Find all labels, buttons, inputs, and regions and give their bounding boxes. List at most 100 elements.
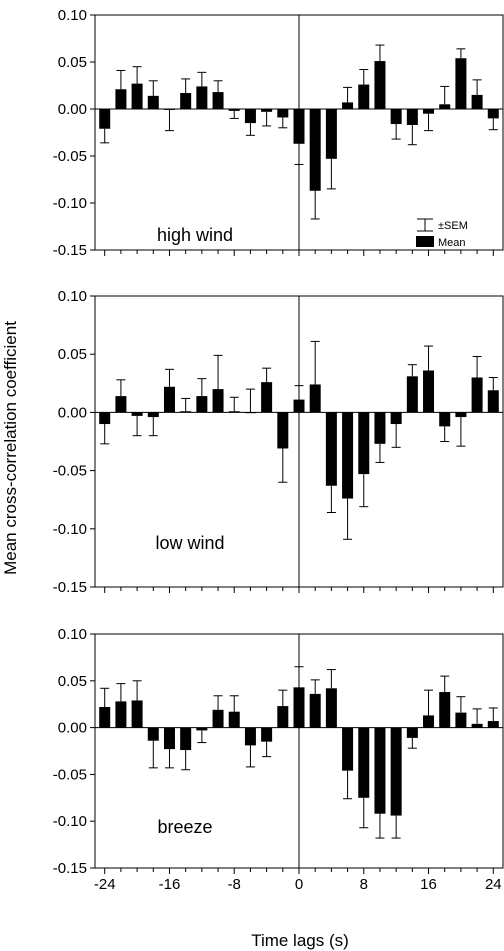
bar [131, 412, 143, 416]
bar [115, 89, 127, 109]
bar [342, 102, 354, 109]
bar [99, 707, 111, 728]
bar [244, 727, 256, 746]
bar [358, 727, 370, 798]
bar [309, 109, 321, 191]
bar [261, 727, 273, 742]
bar [439, 104, 451, 109]
y-tick-label: 0.10 [58, 626, 87, 643]
bar [147, 412, 159, 418]
bar [406, 109, 418, 125]
bar [406, 727, 418, 738]
y-tick-label: -0.15 [53, 242, 87, 259]
x-tick-label: 8 [360, 876, 368, 893]
y-tick-label: -0.05 [53, 766, 87, 783]
bar [293, 109, 305, 144]
bar [423, 715, 435, 728]
bar [455, 58, 467, 109]
legend-sem-label: ±SEM [438, 220, 468, 232]
bar [131, 700, 143, 728]
bar [487, 390, 499, 413]
bar [261, 109, 273, 112]
bar [390, 727, 402, 816]
y-tick-label: 0.05 [58, 346, 87, 363]
x-tick-label: -16 [159, 876, 181, 893]
bar [99, 109, 111, 129]
bar [277, 412, 289, 449]
bar [163, 386, 175, 413]
bar [180, 93, 192, 109]
x-tick-label: -8 [228, 876, 241, 893]
bar [261, 382, 273, 413]
y-tick-label: -0.15 [53, 860, 87, 877]
bar [99, 412, 111, 425]
y-tick-label: 0.05 [58, 673, 87, 690]
bar [406, 376, 418, 413]
bar [196, 86, 208, 109]
bar [374, 727, 386, 814]
y-tick-label: 0.10 [58, 7, 87, 24]
x-tick-label: 0 [295, 876, 303, 893]
bar [180, 411, 192, 413]
bar [244, 412, 256, 414]
bar [471, 94, 483, 109]
bar [212, 389, 224, 413]
y-tick-label: 0.05 [58, 54, 87, 71]
bar [423, 109, 435, 114]
legend-mean-swatch [416, 236, 434, 247]
y-tick-label: 0.00 [58, 720, 87, 737]
y-tick-label: 0.00 [58, 101, 87, 118]
y-axis-title: Mean cross-correlation coefficient [1, 321, 20, 575]
bar [325, 412, 337, 486]
bar [390, 412, 402, 425]
bar [439, 412, 451, 427]
bar [115, 701, 127, 728]
x-axis-title: Time lags (s) [251, 931, 349, 950]
bar [228, 711, 240, 728]
bar [342, 412, 354, 499]
bar [423, 370, 435, 413]
y-tick-label: -0.10 [53, 813, 87, 830]
bar [374, 412, 386, 444]
bar [163, 109, 175, 110]
panel-label: low wind [155, 533, 224, 553]
y-tick-label: 0.00 [58, 404, 87, 421]
y-tick-label: -0.10 [53, 521, 87, 538]
y-tick-label: -0.05 [53, 148, 87, 165]
bar [293, 399, 305, 413]
legend-mean-label: Mean [438, 237, 466, 249]
y-tick-label: 0.10 [58, 288, 87, 305]
bar [147, 95, 159, 109]
bar [147, 727, 159, 741]
bar [487, 721, 499, 728]
bar [293, 687, 305, 728]
bar [196, 727, 208, 731]
bar [277, 706, 289, 728]
x-tick-label: 16 [420, 876, 437, 893]
bar [325, 688, 337, 728]
bar [487, 109, 499, 119]
bar [439, 692, 451, 728]
bar [196, 396, 208, 413]
bar [212, 92, 224, 109]
bar [390, 109, 402, 125]
bar [471, 377, 483, 413]
bar [358, 412, 370, 475]
bar [115, 396, 127, 413]
y-tick-label: -0.10 [53, 195, 87, 212]
bar [163, 727, 175, 750]
panel-label: high wind [157, 225, 233, 245]
bar [131, 83, 143, 109]
bar [374, 61, 386, 109]
bar [471, 723, 483, 728]
bar [228, 109, 240, 111]
bar [180, 727, 192, 751]
x-tick-label: 24 [485, 876, 502, 893]
y-tick-label: -0.05 [53, 463, 87, 480]
bar [455, 712, 467, 728]
bar [309, 384, 321, 413]
bar [358, 84, 370, 109]
bar [325, 109, 337, 159]
